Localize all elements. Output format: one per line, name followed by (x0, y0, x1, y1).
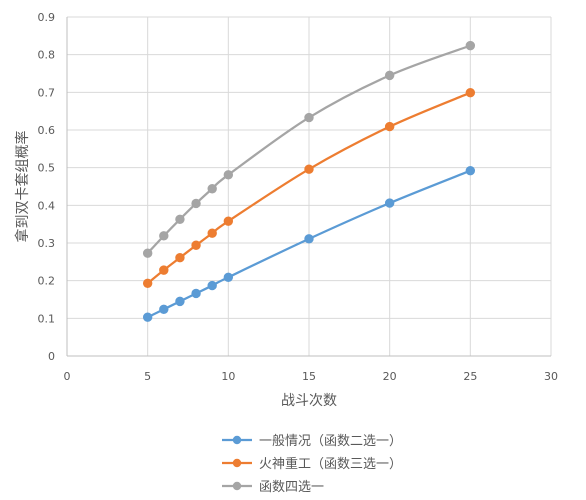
data-point (142, 312, 153, 322)
legend-item: 火神重工（函数三选一） (222, 456, 402, 472)
legend-marker (232, 458, 242, 468)
series-2 (142, 88, 476, 289)
legend-marker (232, 481, 242, 491)
data-point (384, 70, 395, 81)
y-tick-label: 0.5 (38, 162, 56, 175)
plot-area (142, 40, 476, 322)
data-point (465, 40, 476, 51)
y-axis-title: 拿到双卡套组概率 (14, 131, 31, 243)
data-point (384, 198, 395, 208)
y-tick-label: 0.2 (38, 275, 56, 288)
x-axis-title: 战斗次数 (281, 393, 337, 409)
data-point (207, 280, 217, 291)
data-point (142, 248, 153, 258)
data-point (384, 121, 395, 132)
series-1 (142, 165, 476, 322)
legend-marker (232, 435, 242, 445)
x-tick-label: 15 (302, 370, 316, 383)
legend-label: 函数四选一 (259, 480, 324, 495)
data-point (191, 240, 201, 250)
data-point (223, 170, 234, 180)
data-point (304, 112, 314, 123)
y-tick-label: 0.7 (38, 86, 56, 99)
y-tick-label: 0.3 (38, 237, 56, 250)
legend-label: 火神重工（函数三选一） (259, 456, 402, 472)
data-point (159, 231, 169, 241)
data-point (207, 228, 217, 238)
x-tick-label: 5 (144, 370, 151, 383)
x-tick-label: 20 (383, 370, 397, 383)
data-point (465, 165, 476, 176)
y-tick-label: 0.8 (38, 49, 56, 62)
data-point (304, 234, 314, 244)
data-point (142, 278, 153, 289)
y-tick-label: 0.6 (38, 124, 56, 137)
legend-label: 一般情况（函数二选一） (259, 433, 402, 449)
data-point (191, 198, 201, 209)
data-point (175, 252, 185, 263)
data-point (207, 184, 217, 194)
data-point (191, 288, 201, 299)
legend-item: 函数四选一 (222, 480, 324, 495)
y-tick-label: 0.9 (38, 11, 56, 24)
data-point (465, 88, 476, 98)
legend-item: 一般情况（函数二选一） (222, 433, 402, 449)
data-point (175, 214, 185, 224)
data-point (304, 164, 314, 174)
data-point (159, 304, 169, 314)
data-point (175, 296, 185, 307)
data-point (223, 216, 234, 226)
data-point (159, 265, 169, 275)
axes: 0 0.1 0.2 0.3 0.4 0.5 0.6 0.7 0.8 0.9 0 5 10 15 20 25 30 (38, 11, 559, 383)
legend: 一般情况（函数二选一） 火神重工（函数三选一） 函数四选一 (222, 433, 402, 495)
x-tick-label: 10 (221, 370, 235, 383)
x-tick-label: 30 (544, 370, 558, 383)
gridlines (67, 16, 552, 356)
series-3 (142, 40, 476, 258)
y-tick-label: 0 (48, 350, 55, 363)
y-tick-label: 0.1 (38, 312, 56, 325)
x-tick-label: 25 (463, 370, 477, 383)
y-tick-label: 0.4 (38, 199, 56, 212)
data-point (223, 272, 234, 282)
x-tick-label: 0 (64, 370, 71, 383)
